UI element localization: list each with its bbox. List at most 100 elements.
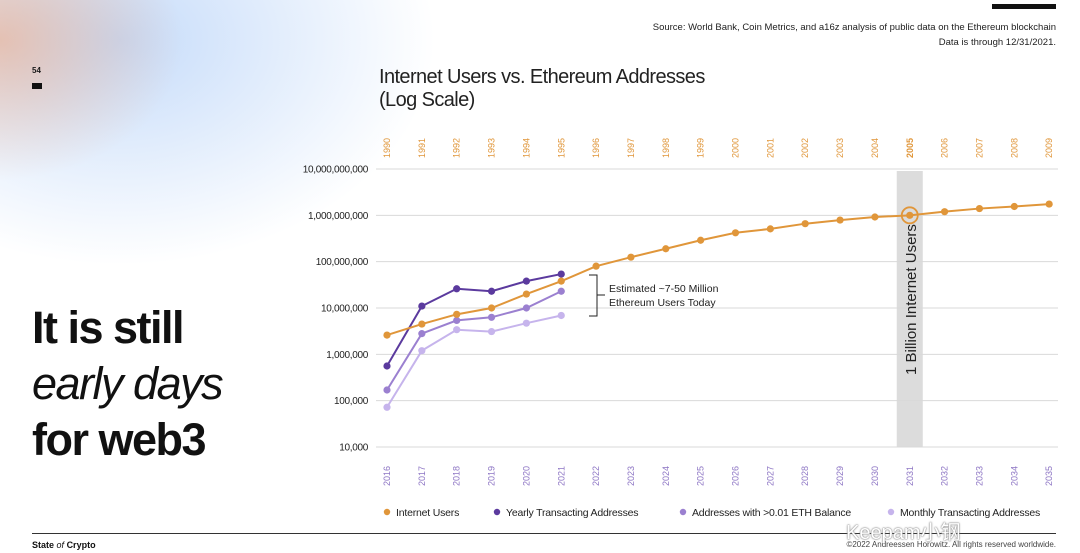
bottom-axis-tick-label: 2016: [382, 466, 392, 486]
data-point: [522, 277, 531, 285]
data-point: [557, 287, 565, 295]
y-tick-label: 10,000: [339, 443, 369, 454]
y-tick-label: 100,000,000: [316, 257, 369, 268]
headline-line-3: for web3: [32, 414, 207, 465]
legend-marker: [679, 508, 687, 516]
chart-title-line-1: Internet Users vs. Ethereum Addresses: [379, 66, 705, 88]
source-note: Source: World Bank, Coin Metrics, and a1…: [653, 20, 1056, 50]
source-line-1: Source: World Bank, Coin Metrics, and a1…: [652, 22, 1056, 33]
data-point: [975, 204, 984, 213]
footer-brand-crypto: Crypto: [66, 540, 96, 550]
top-axis-tick-label: 2000: [731, 138, 741, 158]
headline-line-1: It is still: [32, 302, 185, 353]
data-point: [557, 270, 565, 278]
data-point: [453, 285, 461, 293]
annotation-line-1: Estimated ~7-50 Million: [609, 283, 719, 295]
bottom-axis-tick-label: 2024: [661, 466, 671, 486]
data-point: [766, 225, 774, 233]
top-accent-bar: [992, 4, 1056, 9]
data-point: [557, 277, 565, 285]
bottom-axis-tick-label: 2023: [626, 466, 636, 486]
footer-brand-state: State: [32, 540, 55, 550]
bottom-axis-tick-label: 2025: [696, 466, 706, 486]
legend-label: Monthly Transacting Addresses: [900, 507, 1040, 519]
y-tick-label: 10,000,000: [321, 304, 369, 315]
top-axis-tick-label: 1994: [521, 138, 531, 158]
data-point: [941, 208, 949, 216]
series-line: [386, 290, 562, 391]
top-axis-tick-label: 1993: [487, 138, 497, 158]
data-point: [383, 331, 391, 339]
bottom-axis-tick-label: 2035: [1044, 466, 1054, 486]
source-line-2: Data is through 12/31/2021.: [938, 37, 1056, 48]
highlight-label: 1 Billion Internet Users: [903, 224, 920, 375]
bottom-axis-tick-label: 2019: [487, 466, 497, 486]
data-point: [453, 310, 461, 318]
top-axis-tick-label: 1999: [696, 138, 706, 158]
data-point: [487, 313, 496, 321]
footer-brand: State of Crypto: [32, 540, 96, 550]
data-point: [836, 216, 844, 224]
top-axis-tick-label: 2007: [974, 138, 984, 158]
bottom-axis-tick-label: 2032: [940, 466, 950, 486]
data-point: [453, 326, 461, 334]
top-axis-tick-label: 1995: [556, 138, 566, 158]
bottom-axis-tick-label: 2018: [452, 466, 462, 486]
data-point: [487, 327, 496, 336]
y-tick-label: 1,000,000: [326, 350, 369, 361]
annotation-bracket: [589, 274, 598, 317]
top-axis-tick-label: 2005: [905, 138, 915, 158]
top-axis-tick-label: 2006: [940, 138, 950, 158]
data-point: [557, 311, 565, 320]
background-gradient: [0, 0, 520, 553]
data-point: [383, 386, 391, 394]
bottom-axis-tick-label: 2028: [800, 466, 810, 486]
bottom-axis-tick-label: 2026: [731, 466, 741, 486]
bottom-axis-tick-label: 2027: [765, 466, 775, 486]
series-line: [386, 314, 562, 408]
top-axis-tick-label: 2001: [765, 138, 775, 158]
data-point: [453, 316, 461, 324]
bottom-axis-tick-label: 2021: [556, 466, 566, 486]
bottom-axis-tick-label: 2034: [1009, 466, 1019, 486]
series-line: [386, 273, 562, 367]
data-point: [627, 253, 635, 261]
legend-marker: [383, 508, 391, 516]
top-axis-tick-label: 1997: [626, 138, 636, 158]
footer-divider: [32, 533, 1056, 534]
footer-brand-of: of: [56, 540, 65, 550]
data-point: [1010, 202, 1018, 211]
headline: It is still early days for web3: [32, 300, 224, 468]
bottom-axis-tick-label: 2017: [417, 466, 427, 486]
y-tick-label: 10,000,000,000: [303, 165, 369, 176]
y-tick-label: 100,000: [334, 396, 369, 407]
data-point: [418, 302, 426, 310]
data-point: [662, 245, 670, 253]
data-point: [1045, 200, 1053, 208]
data-point: [522, 290, 531, 298]
data-point: [871, 213, 879, 221]
top-axis-tick-label: 2004: [870, 138, 880, 158]
page-number: 54: [32, 66, 41, 75]
data-point: [522, 304, 531, 312]
top-axis-tick-label: 1998: [661, 138, 671, 158]
data-point: [731, 229, 740, 237]
top-axis-tick-label: 2009: [1044, 138, 1054, 158]
top-axis-tick-label: 2008: [1009, 138, 1019, 158]
page-marker: [32, 83, 42, 89]
bottom-axis-tick-label: 2020: [521, 466, 531, 486]
data-point: [418, 320, 426, 328]
data-point: [592, 262, 600, 270]
data-point: [522, 319, 531, 327]
top-axis-tick-label: 1990: [382, 138, 392, 158]
data-point: [418, 347, 426, 355]
bottom-axis-tick-label: 2029: [835, 466, 845, 486]
legend-marker: [887, 508, 895, 516]
y-tick-label: 1,000,000,000: [308, 211, 369, 222]
top-axis-tick-label: 2002: [800, 138, 810, 158]
footer-copyright: ©2022 Andreessen Horowitz. All rights re…: [846, 540, 1056, 549]
annotation-line-2: Ethereum Users Today: [609, 297, 716, 309]
top-axis-tick-label: 1992: [452, 138, 462, 158]
data-point: [801, 220, 809, 228]
bottom-axis-tick-label: 2033: [974, 466, 984, 486]
